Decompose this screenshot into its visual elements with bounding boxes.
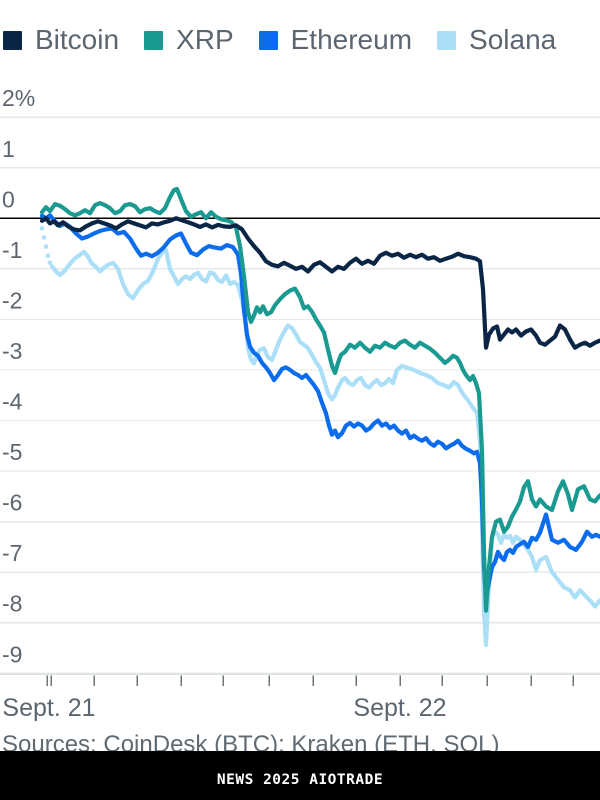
y-tick-label: -1: [2, 237, 22, 263]
news-banner: NEWS 2025 AIOTRADE: [0, 751, 600, 800]
bitcoin-swatch-icon: [3, 30, 22, 50]
y-tick-label: 0: [2, 186, 15, 212]
y-tick-label: -8: [2, 591, 22, 617]
x-tick-label: Sept. 21: [2, 694, 95, 722]
series-line-ethereum: [39, 213, 600, 601]
legend-label-ethereum: Ethereum: [290, 24, 413, 55]
series-line-solana: [49, 248, 600, 648]
legend-item-xrp: XRP: [144, 26, 234, 54]
legend-label-bitcoin: Bitcoin: [35, 24, 120, 55]
y-tick-label: -6: [2, 490, 22, 516]
solana-swatch-icon: [437, 30, 457, 50]
y-tick-label: 1: [2, 136, 15, 162]
series-dot-solana: [41, 235, 47, 240]
y-tick-label: -4: [2, 389, 23, 415]
series-dot-solana: [43, 244, 49, 249]
chart-legend: Bitcoin XRP Ethereum Solana: [3, 26, 556, 54]
y-tick-label: 2%: [2, 85, 35, 111]
series-dot-solana: [39, 226, 45, 231]
x-tick-label: Sept. 22: [353, 694, 446, 722]
legend-item-ethereum: Ethereum: [258, 24, 413, 55]
price-change-chart: 2% 1 0 -1 -2 -3 -4 -5 -6 -7 -8 -9 Sept. 21 Sept. 22: [0, 85, 600, 722]
y-tick-label: -5: [2, 439, 22, 465]
legend-label-xrp: XRP: [176, 24, 234, 55]
series-line-xrp: [39, 186, 600, 613]
series-dot-solana: [45, 253, 51, 259]
legend-label-solana: Solana: [469, 24, 557, 55]
ethereum-swatch-icon: [258, 30, 278, 50]
xrp-swatch-icon: [144, 30, 164, 50]
legend-item-bitcoin: Bitcoin: [3, 26, 119, 54]
y-tick-label: -9: [2, 641, 22, 667]
y-tick-label: -3: [2, 338, 22, 364]
legend-item-solana: Solana: [437, 26, 556, 54]
series-dot-solana: [47, 260, 53, 266]
series-line-bitcoin: [39, 216, 600, 350]
y-tick-label: -2: [2, 287, 22, 313]
y-tick-label: -7: [2, 540, 22, 566]
news-banner-text: NEWS 2025 AIOTRADE: [216, 771, 384, 788]
